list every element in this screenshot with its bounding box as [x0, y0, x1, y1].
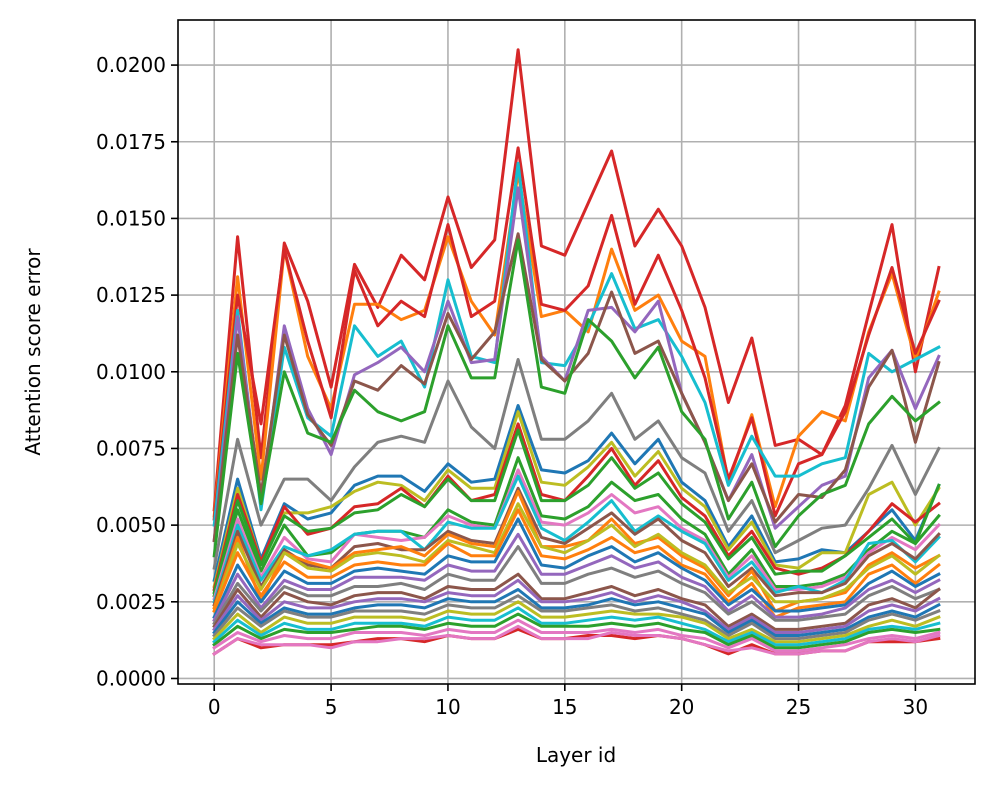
series-line	[212, 502, 941, 613]
x-tick-label: 20	[669, 695, 694, 719]
x-axis: 0 5 10 15 20 25 30	[208, 684, 928, 719]
x-tick-label: 5	[325, 695, 338, 719]
series-line	[212, 612, 941, 650]
x-tick-label: 0	[208, 695, 221, 719]
series-line	[212, 358, 941, 570]
x-axis-title: Layer id	[536, 743, 616, 767]
y-axis: 0.0000 0.0025 0.0050 0.0075 0.0100 0.0125 0.01…	[96, 53, 178, 690]
series-line	[212, 594, 941, 641]
y-tick-label: 0.0075	[96, 436, 166, 460]
series-line	[212, 578, 941, 634]
series-line	[212, 517, 941, 620]
series-line	[212, 186, 941, 543]
series-line	[212, 545, 941, 626]
x-tick-label: 15	[552, 695, 577, 719]
y-tick-label: 0.0100	[96, 360, 166, 384]
series-line	[212, 618, 941, 653]
y-tick-label: 0.0150	[96, 206, 166, 230]
y-axis-title: Attention score error	[21, 248, 45, 456]
y-tick-label: 0.0050	[96, 513, 166, 537]
series-line	[212, 532, 941, 623]
series-line	[212, 404, 941, 583]
x-tick-label: 10	[435, 695, 460, 719]
plot-frame	[177, 19, 976, 685]
y-tick-label: 0.0025	[96, 590, 166, 614]
series-line	[212, 600, 941, 644]
y-tick-label: 0.0200	[96, 53, 166, 77]
y-tick-label: 0.0000	[96, 666, 166, 690]
series-line	[212, 48, 941, 512]
series-line	[212, 508, 941, 619]
series-line	[212, 238, 941, 558]
y-tick-label: 0.0175	[96, 130, 166, 154]
x-tick-label: 30	[903, 695, 928, 719]
series-line	[212, 428, 941, 595]
series-line	[212, 572, 941, 631]
series-line	[212, 468, 941, 601]
series-line	[212, 624, 941, 656]
series-line	[212, 588, 941, 637]
series-line	[212, 606, 941, 647]
series-lines	[212, 48, 941, 656]
y-tick-label: 0.0125	[96, 283, 166, 307]
series-line	[212, 456, 941, 598]
series-line	[212, 146, 941, 521]
x-tick-label: 25	[786, 695, 811, 719]
series-line	[212, 410, 941, 589]
